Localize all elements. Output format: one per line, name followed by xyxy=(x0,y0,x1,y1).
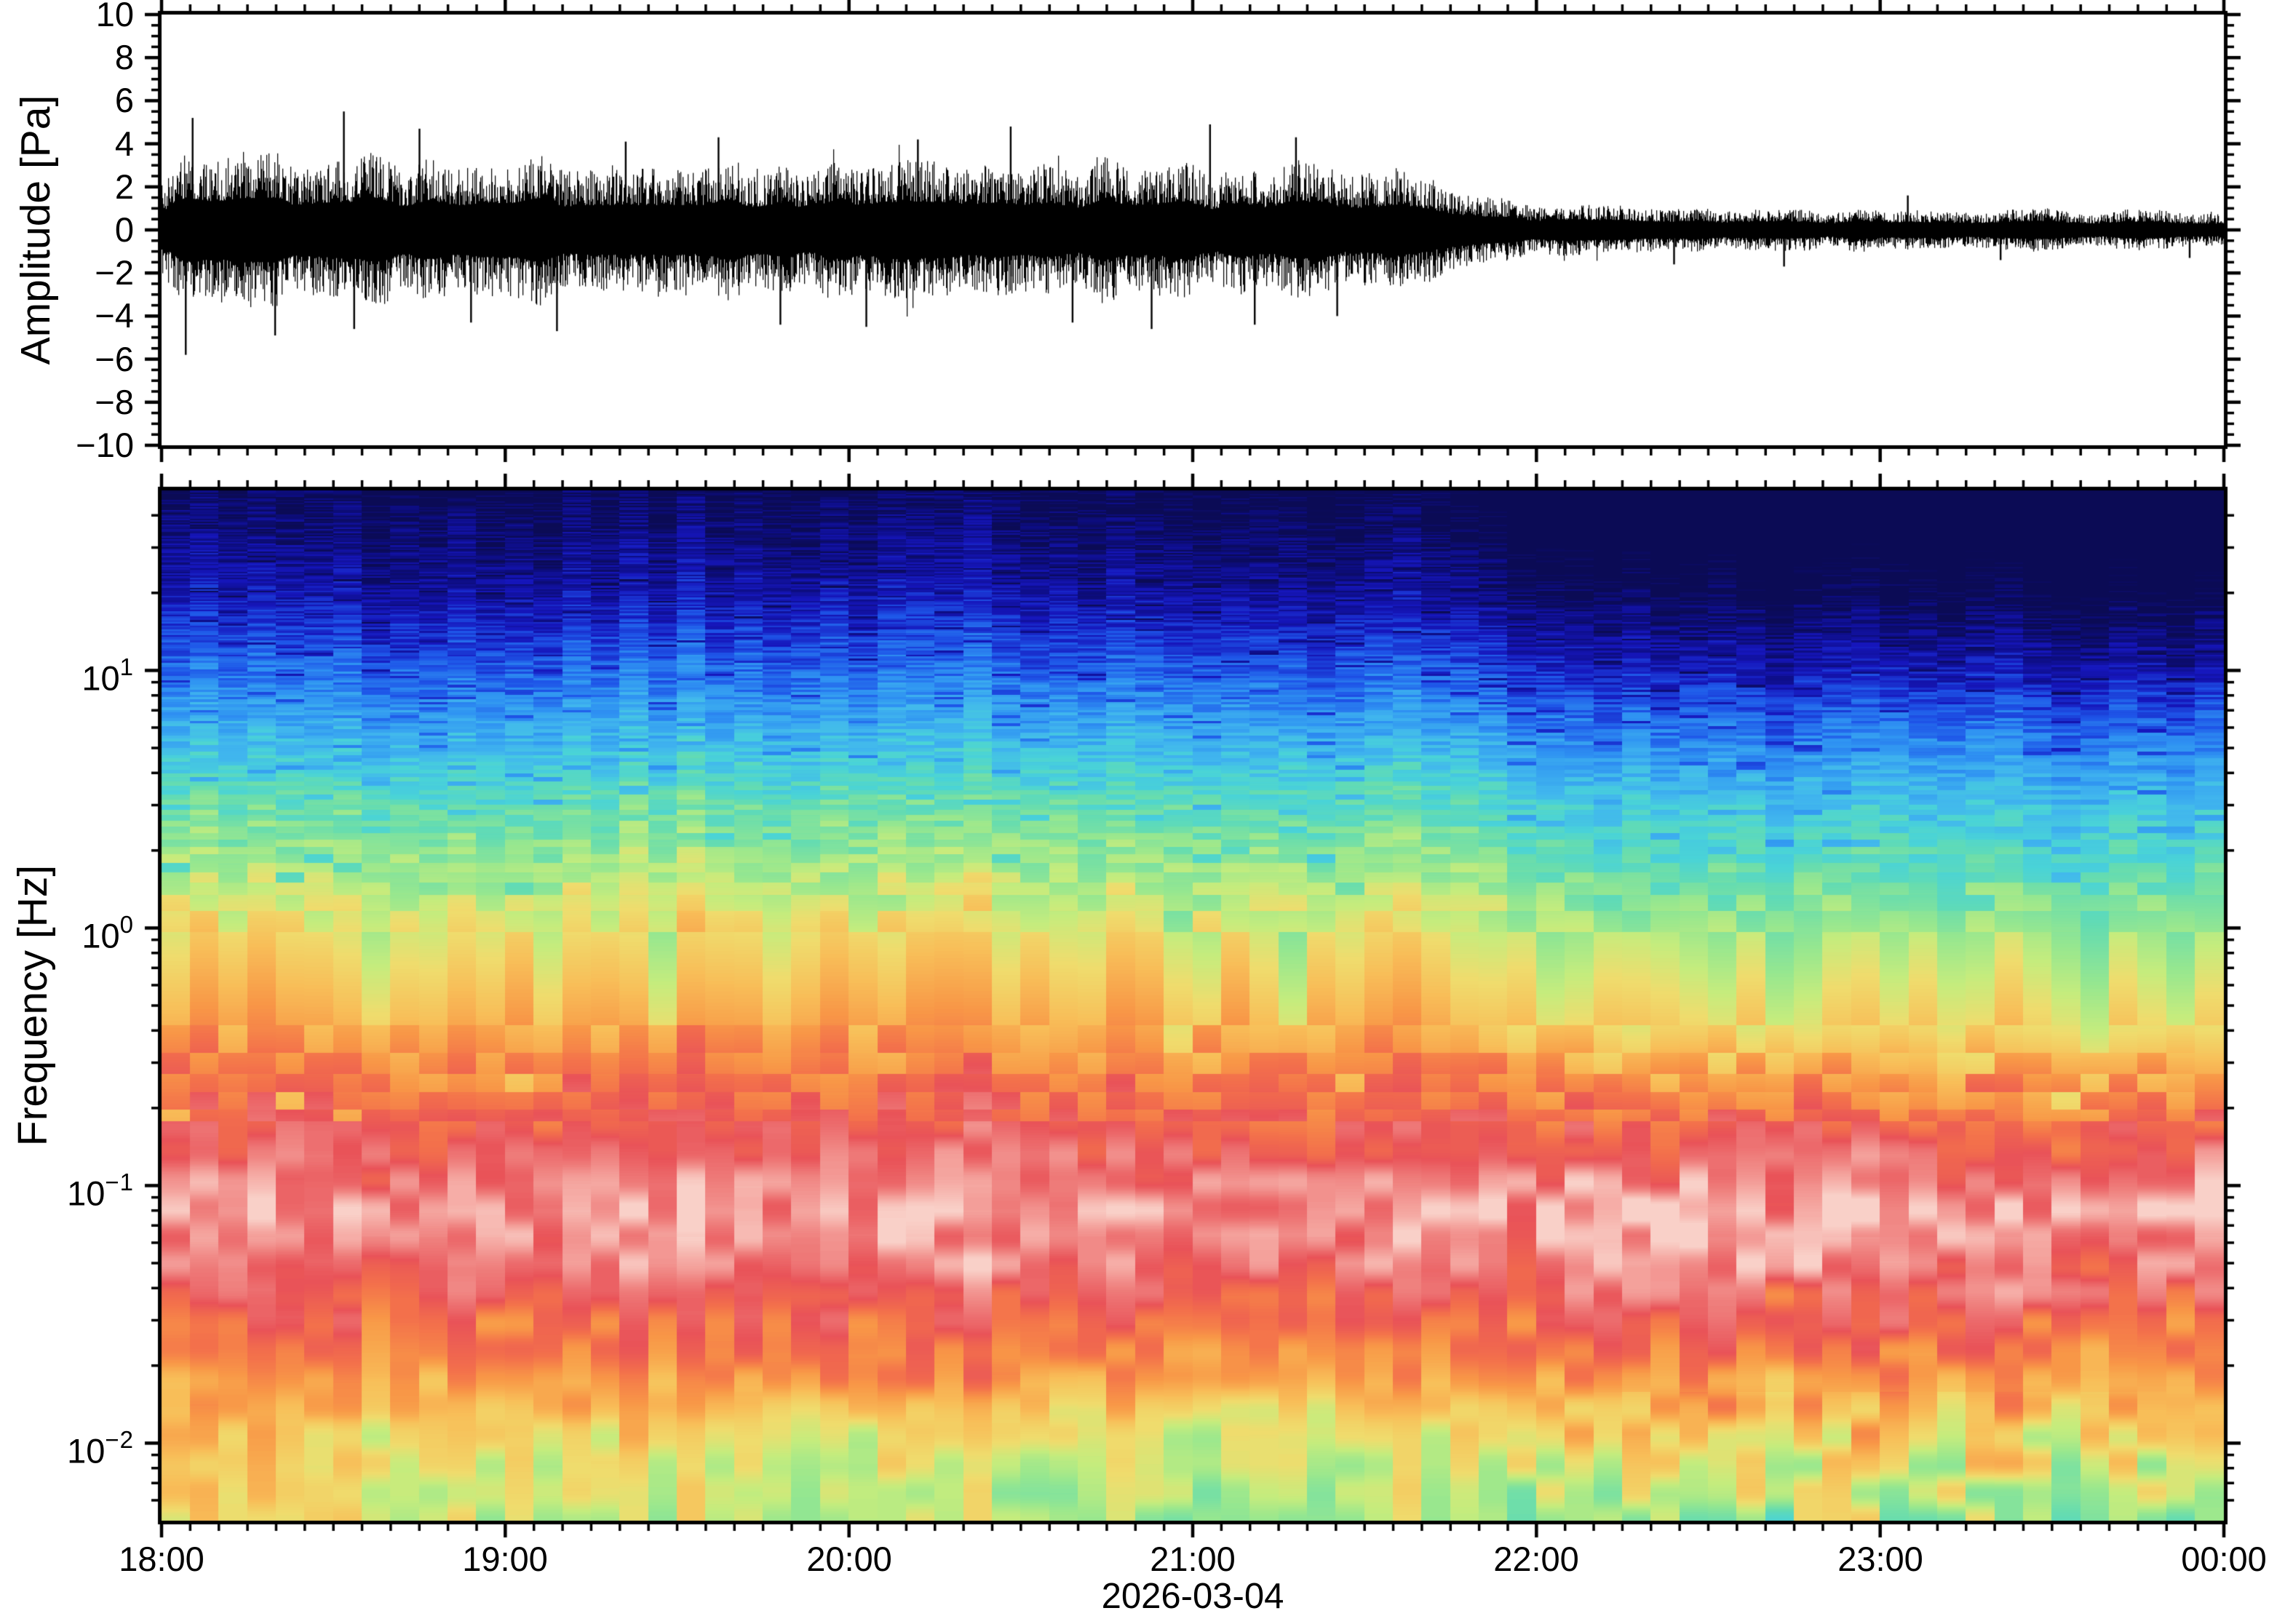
y-tick-label: 0 xyxy=(114,210,134,249)
freq-tick-label: 10−1 xyxy=(67,1169,134,1213)
y-tick-label: −2 xyxy=(95,253,134,292)
y-tick-label: −4 xyxy=(95,296,134,335)
y-tick-label: −8 xyxy=(95,383,134,421)
freq-tick-label: 100 xyxy=(82,911,134,955)
x-tick-label: 20:00 xyxy=(806,1540,892,1578)
y-tick-label: 8 xyxy=(114,38,134,76)
y-tick-label: 10 xyxy=(95,0,134,33)
date-label: 2026-03-04 xyxy=(1101,1577,1284,1616)
x-tick-label: 23:00 xyxy=(1837,1540,1923,1578)
freq-tick-label: 10−2 xyxy=(67,1426,134,1470)
y-tick-label: 6 xyxy=(114,81,134,119)
x-tick-label: 22:00 xyxy=(1493,1540,1579,1578)
x-tick-label: 18:00 xyxy=(119,1540,204,1578)
x-tick-label: 19:00 xyxy=(462,1540,548,1578)
y-tick-label: −10 xyxy=(76,426,134,464)
y-tick-label: 2 xyxy=(114,167,134,206)
y-tick-label: −6 xyxy=(95,340,134,378)
x-tick-label: 00:00 xyxy=(2181,1540,2267,1578)
freq-tick-label: 101 xyxy=(82,653,134,698)
x-tick-label: 21:00 xyxy=(1150,1540,1236,1578)
y-tick-label: 4 xyxy=(114,124,134,163)
